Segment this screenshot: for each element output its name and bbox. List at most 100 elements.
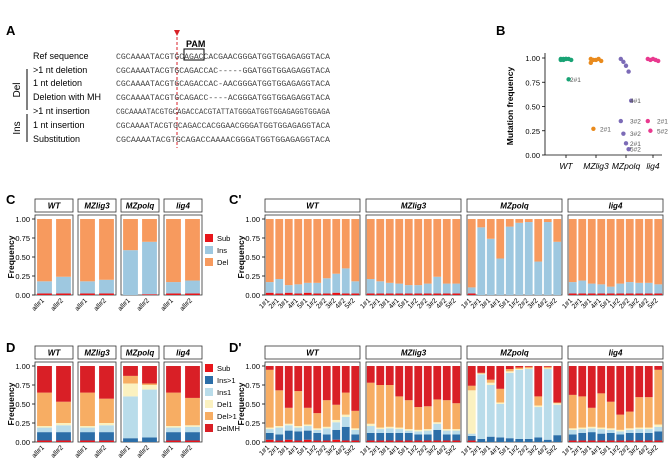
bar-segment-del1 — [625, 428, 634, 430]
bar-segment-delmh — [99, 366, 114, 399]
x-tick-label: 5#2 — [647, 444, 660, 457]
x-tick-label: 5#2 — [546, 297, 559, 310]
bar-segment-ins — [404, 285, 413, 294]
point-label: 4#1 — [630, 98, 641, 105]
bar-segment-ins-gt1 — [616, 434, 625, 441]
bar-segment-ins-gt1 — [313, 432, 322, 441]
bar-segment-sub — [99, 293, 114, 295]
bar-segment-del — [395, 219, 404, 284]
bar-segment-ins-gt1 — [597, 433, 606, 441]
bar-segment-ins-gt1 — [496, 437, 505, 442]
bar-segment-ins1 — [332, 422, 341, 430]
data-point — [656, 58, 661, 64]
bar-segment-ins1 — [123, 396, 138, 439]
bar-segment-del1 — [80, 426, 95, 428]
bar-segment-sub — [442, 293, 451, 295]
bar-segment-delmh — [433, 366, 442, 400]
bar-segment-delmh — [496, 366, 505, 389]
bar-segment-sub — [442, 440, 451, 442]
bar-segment-del1 — [185, 425, 200, 427]
facet-strip-label: lig4 — [609, 349, 623, 358]
x-tick-label: all#1 — [117, 444, 132, 459]
bar-segment-ins-gt1 — [142, 437, 157, 442]
bar-segment-del-gt1 — [524, 366, 533, 369]
bar-segment-sub — [578, 293, 587, 295]
x-tick-label: all#1 — [117, 297, 132, 312]
x-tick-label: 5#2 — [445, 297, 458, 310]
bar-segment-ins1 — [294, 427, 303, 432]
bar-segment-ins — [597, 284, 606, 294]
bar-segment-delmh — [414, 366, 423, 408]
y-tick-label: 0.50 — [15, 400, 30, 409]
bar-segment-ins — [433, 276, 442, 294]
bar-segment-del1 — [496, 402, 505, 404]
point-label: 3#2 — [630, 131, 641, 138]
bar-segment-del-gt1 — [376, 385, 385, 428]
facet-strip-label: WT — [306, 202, 320, 211]
bar-segment-del — [505, 219, 514, 227]
facet-strip — [120, 345, 160, 360]
x-tick-label: 5#2 — [344, 444, 357, 457]
bar-segment-ins-gt1 — [568, 434, 577, 441]
bar-segment-ins — [442, 283, 451, 294]
bar-segment-ins-gt1 — [80, 432, 95, 441]
bar-segment-ins — [351, 281, 360, 294]
bar-segment-ins — [376, 281, 385, 294]
bar-segment-ins-gt1 — [543, 439, 552, 442]
bar-segment-del1 — [578, 427, 587, 430]
bar-segment-del-gt1 — [505, 369, 514, 372]
y-tick-label: 0.00 — [245, 291, 260, 300]
facet-strip — [77, 345, 117, 360]
bar-segment-ins — [80, 281, 95, 294]
bar-segment-ins1 — [606, 429, 615, 433]
bar-segment-ins — [123, 250, 138, 295]
bar-segment-del-gt1 — [395, 396, 404, 428]
bar-segment-ins-gt1 — [553, 435, 562, 442]
bar-segment-delmh — [553, 366, 562, 403]
bar-segment-ins1 — [477, 374, 486, 439]
bar-segment-delmh — [568, 366, 577, 395]
bar-segment-ins1 — [404, 430, 413, 433]
bar-segment-del-gt1 — [37, 392, 52, 427]
bar-segment-del-gt1 — [654, 369, 663, 425]
data-point — [618, 56, 623, 62]
bar-segment-sub — [385, 440, 394, 442]
bar-segment-del1 — [404, 429, 413, 431]
bar-segment-sub — [587, 440, 596, 442]
y-tick-label: 0.50 — [245, 253, 260, 262]
bar-segment-ins — [568, 282, 577, 294]
bar-segment-delmh — [625, 366, 634, 412]
x-tick-label: all#1 — [74, 297, 89, 312]
bar-segment-ins1 — [597, 429, 606, 434]
group-ins-label: Ins — [12, 121, 23, 134]
bar-segment-sub — [37, 293, 52, 295]
bar-segment-del-gt1 — [366, 382, 375, 424]
bar-segment-del1 — [442, 429, 451, 431]
bar-segment-sub — [414, 440, 423, 442]
bar-segment-del — [486, 219, 495, 239]
bar-segment-delmh — [597, 366, 606, 394]
facet-strip — [34, 198, 74, 213]
bar-segment-sub — [275, 293, 284, 295]
bar-segment-delmh — [294, 366, 303, 392]
y-axis-title: Frequency — [236, 382, 246, 425]
bar-segment-sub — [294, 293, 303, 295]
bar-segment-del1 — [587, 426, 596, 429]
bar-segment-del-gt1 — [543, 366, 552, 369]
bar-segment-del — [534, 219, 543, 262]
bar-segment-ins-gt1 — [303, 430, 312, 440]
bar-segment-sub — [265, 292, 274, 295]
bar-segment-del-gt1 — [80, 392, 95, 427]
bar-segment-ins — [578, 280, 587, 294]
bar-segment-ins1 — [322, 428, 331, 435]
bar-segment-delmh — [515, 366, 524, 368]
bar-segment-del — [322, 219, 331, 279]
data-point — [588, 60, 593, 66]
bar-segment-ins-gt1 — [385, 432, 394, 441]
bar-segment-del1 — [543, 368, 552, 370]
bar-segment-del — [515, 219, 524, 223]
bar-segment-del-gt1 — [452, 403, 461, 430]
bar-segment-del — [524, 219, 533, 223]
bar-segment-del-gt1 — [644, 397, 653, 428]
bar-segment-delmh — [275, 366, 284, 391]
